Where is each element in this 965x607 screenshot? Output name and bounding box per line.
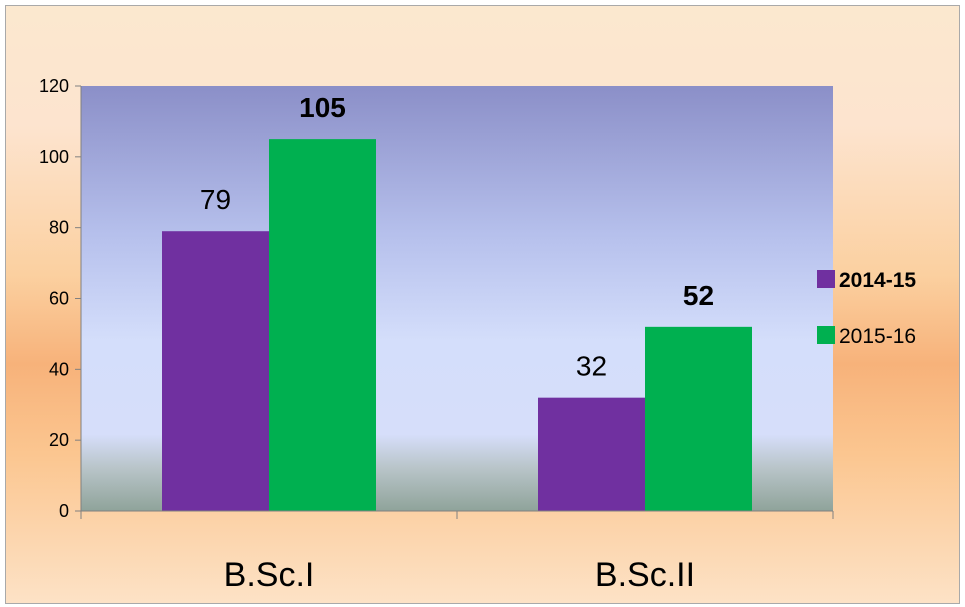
y-tick-label: 100 (39, 147, 69, 167)
legend-swatch (817, 326, 835, 344)
bar (269, 139, 376, 511)
data-label: 105 (299, 92, 346, 123)
bar (645, 326, 752, 511)
y-axis: 0 20 40 60 80 100 120 (39, 76, 82, 521)
bars (162, 139, 752, 512)
legend-label: 2014-15 (839, 269, 916, 292)
legend-swatch (817, 270, 835, 288)
data-label: 52 (683, 280, 714, 311)
bar (162, 231, 269, 512)
x-axis: B.Sc.I B.Sc.II (80, 510, 834, 594)
y-tick-label: 120 (39, 76, 69, 96)
y-tick-label: 60 (49, 289, 69, 309)
legend-label: 2015-16 (839, 325, 916, 348)
y-tick-label: 20 (49, 430, 69, 450)
data-labels: 79 105 32 52 (200, 92, 714, 382)
y-tick-label: 0 (59, 501, 69, 521)
x-category-label: B.Sc.I (224, 556, 315, 594)
data-label: 79 (200, 184, 231, 215)
bar (538, 397, 645, 511)
y-tick-label: 40 (49, 359, 69, 379)
data-label: 32 (576, 351, 607, 382)
x-category-label: B.Sc.II (595, 556, 695, 594)
legend: 2014-15 2015-16 (817, 269, 916, 348)
y-tick-label: 80 (49, 218, 69, 238)
